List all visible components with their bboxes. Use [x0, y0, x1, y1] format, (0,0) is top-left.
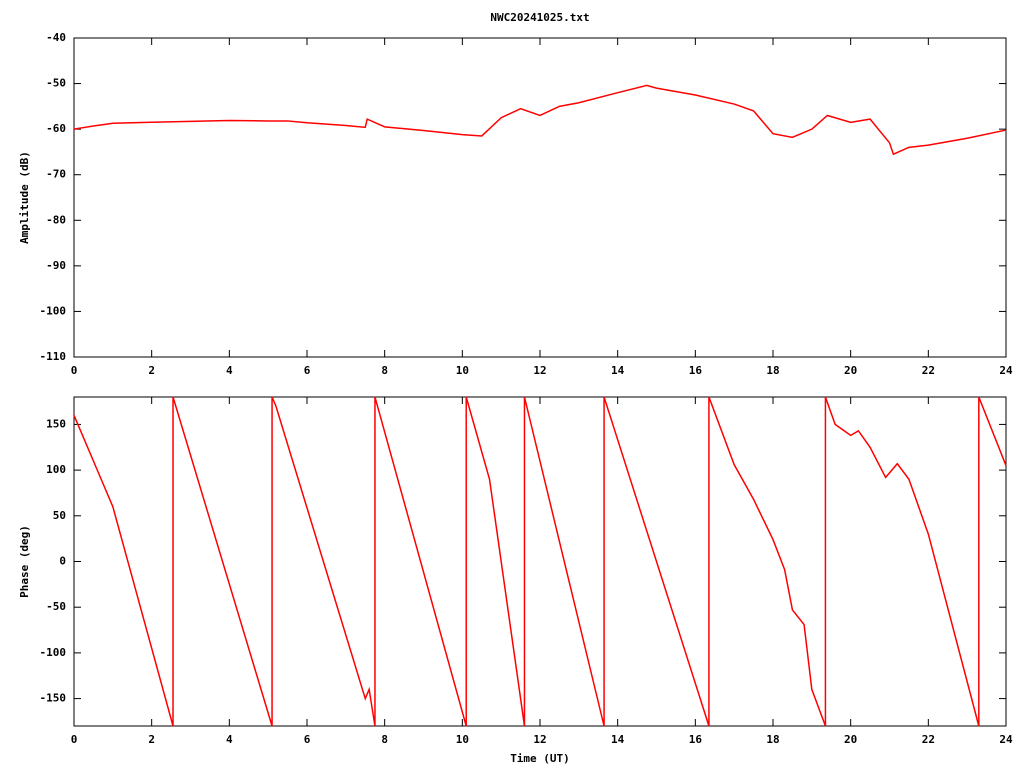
- x-tick-label: 0: [71, 364, 78, 377]
- x-tick-label: 20: [844, 364, 857, 377]
- x-tick-label: 24: [999, 733, 1013, 746]
- y-tick-label: -50: [46, 77, 66, 90]
- data-line: [73, 396, 1007, 727]
- x-tick-label: 2: [148, 364, 155, 377]
- y-tick-label: -100: [40, 304, 67, 317]
- chart-title: NWC20241025.txt: [490, 11, 589, 24]
- y-axis-label: Phase (deg): [18, 525, 31, 598]
- x-tick-label: 8: [381, 364, 388, 377]
- y-tick-label: 100: [46, 463, 66, 476]
- x-tick-label: 6: [304, 733, 311, 746]
- x-axis-label: Time (UT): [510, 752, 570, 765]
- y-tick-label: -150: [40, 692, 67, 705]
- plot-frame: [73, 396, 1007, 727]
- x-tick-label: 14: [611, 364, 625, 377]
- x-tick-label: 18: [766, 733, 779, 746]
- x-tick-label: 18: [766, 364, 779, 377]
- y-tick-label: -110: [40, 350, 67, 363]
- x-tick-label: 16: [689, 733, 703, 746]
- y-tick-label: -60: [46, 122, 66, 135]
- y-tick-label: -40: [46, 31, 66, 44]
- x-tick-label: 22: [922, 733, 935, 746]
- x-tick-label: 20: [844, 733, 857, 746]
- x-tick-label: 12: [533, 733, 546, 746]
- x-tick-label: 0: [71, 733, 78, 746]
- x-tick-label: 4: [226, 364, 233, 377]
- y-tick-label: 0: [59, 555, 66, 568]
- plot-frame: [73, 37, 1007, 358]
- x-tick-label: 10: [456, 733, 469, 746]
- x-tick-label: 16: [689, 364, 703, 377]
- y-tick-label: -70: [46, 168, 66, 181]
- x-tick-label: 10: [456, 364, 469, 377]
- x-tick-label: 6: [304, 364, 311, 377]
- y-tick-label: 150: [46, 417, 66, 430]
- y-tick-label: -80: [46, 213, 66, 226]
- y-axis-label: Amplitude (dB): [18, 151, 31, 244]
- x-tick-label: 2: [148, 733, 155, 746]
- y-tick-label: 50: [53, 509, 66, 522]
- y-tick-label: -100: [40, 646, 67, 659]
- x-tick-label: 4: [226, 733, 233, 746]
- y-tick-label: -90: [46, 259, 66, 272]
- y-tick-label: -50: [46, 600, 66, 613]
- x-tick-label: 14: [611, 733, 625, 746]
- x-tick-label: 24: [999, 364, 1013, 377]
- x-tick-label: 22: [922, 364, 935, 377]
- x-tick-label: 12: [533, 364, 546, 377]
- x-tick-label: 8: [381, 733, 388, 746]
- data-line: [73, 84, 1007, 156]
